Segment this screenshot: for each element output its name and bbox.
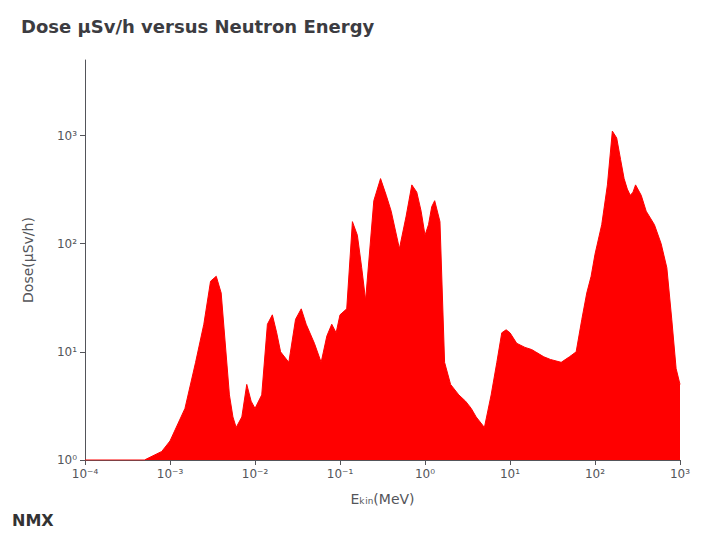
svg-text:10⁰: 10⁰ [415, 467, 435, 481]
svg-text:10⁻⁴: 10⁻⁴ [72, 467, 99, 481]
svg-text:10⁰: 10⁰ [57, 453, 77, 467]
svg-text:Dose(μSv/h): Dose(μSv/h) [20, 217, 36, 303]
svg-text:10¹: 10¹ [500, 467, 520, 481]
svg-text:10⁻²: 10⁻² [242, 467, 269, 481]
svg-text:10²: 10² [57, 237, 77, 251]
svg-text:10⁻¹: 10⁻¹ [327, 467, 354, 481]
svg-text:10⁻³: 10⁻³ [157, 467, 184, 481]
svg-text:10¹: 10¹ [57, 345, 77, 359]
svg-text:10³: 10³ [670, 467, 690, 481]
svg-text:NMX: NMX [12, 511, 54, 530]
svg-text:Eₖᵢₙ(MeV): Eₖᵢₙ(MeV) [350, 491, 414, 507]
svg-text:10²: 10² [585, 467, 605, 481]
svg-text:10³: 10³ [57, 129, 77, 143]
svg-text:Dose μSv/h versus Neutron Ener: Dose μSv/h versus Neutron Energy [21, 16, 375, 37]
